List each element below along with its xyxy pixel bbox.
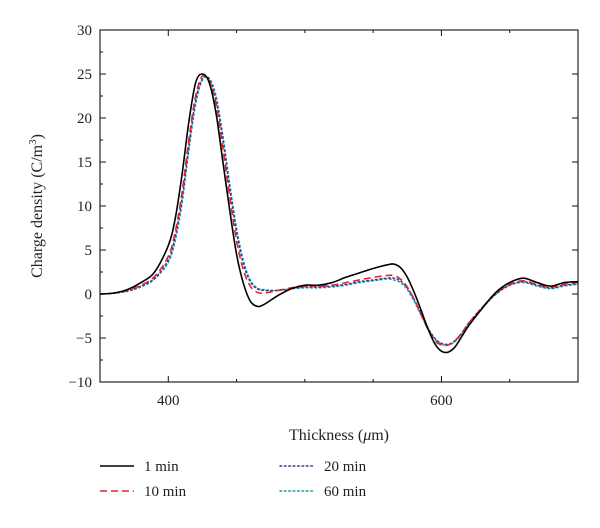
y-tick-label: −5	[76, 331, 92, 347]
y-tick-label: 30	[77, 23, 92, 39]
y-axis-label: Charge density (C/m3)	[27, 134, 46, 278]
y-tick-label: 10	[77, 199, 92, 215]
y-tick-label: 15	[77, 155, 92, 171]
legend-label: 1 min	[144, 459, 179, 475]
y-tick-label: 20	[77, 111, 92, 127]
series-line-1-min	[99, 73, 579, 354]
y-tick-label: −10	[69, 375, 92, 391]
y-tick-label: 25	[77, 67, 92, 83]
x-tick-label: 400	[157, 393, 180, 409]
series-lines	[99, 73, 579, 354]
legend: 1 min 10 min 20 min 60 min	[100, 459, 367, 500]
y-tick-label: 0	[85, 287, 93, 303]
series-line-10-min	[99, 74, 579, 347]
legend-label: 60 min	[324, 484, 367, 500]
x-tick-label: 600	[430, 393, 453, 409]
legend-label: 10 min	[144, 484, 187, 500]
x-axis-label: Thickness (μm)	[289, 427, 389, 444]
plot-frame	[99, 29, 579, 383]
y-axis: −10 −5 0 5 10 15 20 25 30	[69, 23, 578, 391]
legend-label: 20 min	[324, 459, 367, 475]
x-axis: 400 600	[99, 30, 579, 409]
y-tick-label: 5	[85, 243, 93, 259]
series-line-60-min	[99, 75, 579, 346]
series-line-20-min	[99, 75, 579, 346]
